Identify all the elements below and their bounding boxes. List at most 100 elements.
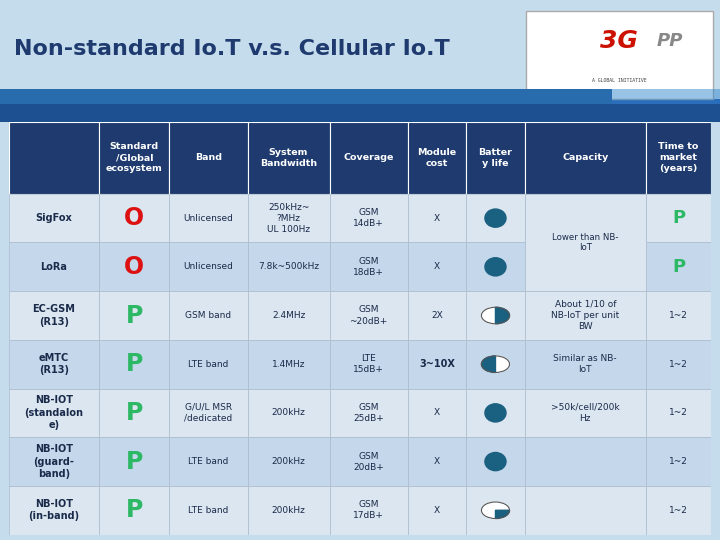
Text: NB-IOT
(guard-
band): NB-IOT (guard- band): [34, 444, 74, 479]
Bar: [466, 242, 525, 291]
Text: 1.4MHz: 1.4MHz: [272, 360, 305, 369]
Bar: [466, 437, 525, 486]
Bar: [525, 437, 646, 486]
Bar: [646, 291, 711, 340]
Text: Unlicensed: Unlicensed: [184, 262, 233, 271]
Bar: [9, 291, 99, 340]
Text: LTE band: LTE band: [189, 506, 229, 515]
Bar: [99, 340, 169, 389]
Bar: [646, 122, 711, 194]
Text: Similar as NB-
IoT: Similar as NB- IoT: [554, 354, 617, 374]
Bar: [248, 389, 330, 437]
Bar: [9, 194, 99, 242]
Text: 1~2: 1~2: [669, 506, 688, 515]
Text: NB-IOT
(standalon
e): NB-IOT (standalon e): [24, 395, 84, 430]
Text: 1~2: 1~2: [669, 311, 688, 320]
Text: P: P: [126, 450, 143, 474]
Bar: [169, 437, 248, 486]
Text: About 1/10 of
NB-IoT per unit
BW: About 1/10 of NB-IoT per unit BW: [551, 300, 619, 331]
Text: Lower than NB-
IoT: Lower than NB- IoT: [552, 233, 618, 252]
Text: P: P: [672, 209, 685, 227]
Bar: [330, 340, 408, 389]
Bar: [646, 242, 711, 291]
Text: X: X: [434, 408, 440, 417]
Text: P: P: [126, 303, 143, 327]
Text: GSM
~20dB+: GSM ~20dB+: [349, 306, 387, 326]
Text: P: P: [126, 401, 143, 425]
Text: G/U/L MSR
/dedicated: G/U/L MSR /dedicated: [184, 403, 233, 423]
Text: 3G: 3G: [600, 29, 638, 53]
Ellipse shape: [482, 356, 510, 373]
Text: Non-standard Io.T v.s. Cellular Io.T: Non-standard Io.T v.s. Cellular Io.T: [14, 38, 450, 59]
Bar: [525, 194, 646, 291]
Text: LTE band: LTE band: [189, 360, 229, 369]
Bar: [99, 437, 169, 486]
Bar: [248, 340, 330, 389]
Text: SigFox: SigFox: [35, 213, 72, 223]
Bar: [9, 389, 99, 437]
Bar: [330, 486, 408, 535]
Bar: [646, 340, 711, 389]
Text: Standard
/Global
ecosystem: Standard /Global ecosystem: [106, 142, 163, 173]
Bar: [646, 437, 711, 486]
Text: Unlicensed: Unlicensed: [184, 214, 233, 222]
Bar: [525, 194, 646, 242]
Bar: [466, 340, 525, 389]
Text: GSM
25dB+: GSM 25dB+: [354, 403, 384, 423]
Bar: [525, 486, 646, 535]
Text: eMTC
(R13): eMTC (R13): [39, 353, 69, 375]
Bar: [646, 389, 711, 437]
Bar: [99, 389, 169, 437]
Text: P: P: [672, 258, 685, 276]
Text: 1~2: 1~2: [669, 408, 688, 417]
Text: X: X: [434, 506, 440, 515]
Bar: [408, 389, 466, 437]
Text: PP: PP: [657, 32, 683, 50]
Text: 250kHz~
?MHz
UL 100Hz: 250kHz~ ?MHz UL 100Hz: [267, 202, 310, 234]
Text: GSM
18dB+: GSM 18dB+: [353, 257, 384, 277]
Ellipse shape: [485, 453, 506, 471]
Bar: [408, 437, 466, 486]
Ellipse shape: [485, 258, 506, 276]
Bar: [525, 122, 646, 194]
Ellipse shape: [482, 502, 510, 518]
Bar: [169, 242, 248, 291]
Text: Module
cost: Module cost: [418, 147, 456, 168]
Text: System
Bandwidth: System Bandwidth: [260, 147, 317, 168]
Wedge shape: [495, 307, 510, 324]
Bar: [408, 242, 466, 291]
Bar: [9, 122, 99, 194]
Bar: [0, 89, 612, 122]
Bar: [169, 194, 248, 242]
Text: 3~10X: 3~10X: [419, 359, 455, 369]
Text: 200kHz: 200kHz: [271, 408, 305, 417]
Text: X: X: [434, 262, 440, 271]
Text: Band: Band: [195, 153, 222, 162]
Bar: [99, 291, 169, 340]
Text: O: O: [125, 255, 145, 279]
Bar: [248, 122, 330, 194]
Text: P: P: [126, 352, 143, 376]
Bar: [466, 291, 525, 340]
Text: A GLOBAL INITIATIVE: A GLOBAL INITIATIVE: [592, 78, 647, 84]
Bar: [330, 437, 408, 486]
Bar: [408, 291, 466, 340]
Text: X: X: [434, 457, 440, 466]
Text: EC-GSM
(R13): EC-GSM (R13): [32, 305, 76, 327]
Bar: [169, 340, 248, 389]
Wedge shape: [482, 356, 495, 373]
Bar: [525, 291, 646, 340]
Text: LTE
15dB+: LTE 15dB+: [353, 354, 384, 374]
Text: 1~2: 1~2: [669, 457, 688, 466]
Bar: [330, 194, 408, 242]
Bar: [408, 194, 466, 242]
Bar: [0, 99, 720, 108]
Ellipse shape: [485, 404, 506, 422]
Bar: [248, 194, 330, 242]
Bar: [466, 122, 525, 194]
Bar: [99, 486, 169, 535]
Bar: [169, 291, 248, 340]
Bar: [330, 389, 408, 437]
Text: X: X: [434, 214, 440, 222]
Bar: [248, 437, 330, 486]
